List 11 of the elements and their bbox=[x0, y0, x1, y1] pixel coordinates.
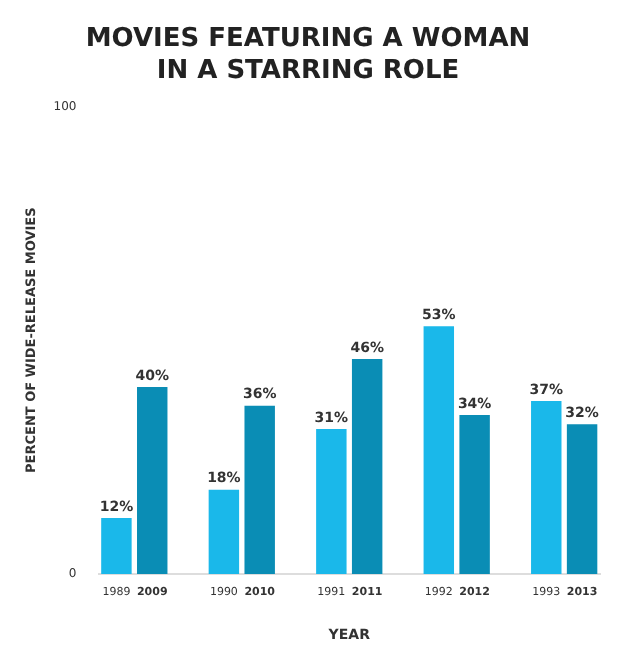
bar bbox=[208, 489, 240, 574]
bar bbox=[137, 386, 168, 574]
bar bbox=[101, 517, 132, 574]
bar bbox=[566, 424, 598, 574]
bar bbox=[351, 358, 383, 574]
bar bbox=[459, 415, 490, 574]
bar bbox=[531, 400, 562, 574]
chart-title: MOVIES FEATURING A WOMAN IN A STARRING ROLE bbox=[85, 24, 531, 86]
bar bbox=[316, 429, 347, 574]
bar bbox=[244, 405, 275, 574]
bar bbox=[423, 326, 455, 574]
